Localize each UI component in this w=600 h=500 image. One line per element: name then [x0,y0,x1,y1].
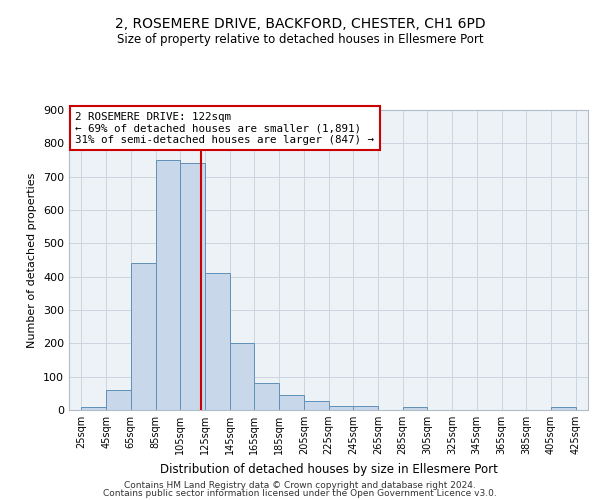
Bar [279,395,304,410]
Text: Contains HM Land Registry data © Crown copyright and database right 2024.: Contains HM Land Registry data © Crown c… [124,480,476,490]
Bar [551,408,575,410]
Y-axis label: Number of detached properties: Number of detached properties [28,172,37,348]
Bar [205,274,230,410]
Bar [82,406,106,410]
Bar [254,382,279,410]
X-axis label: Distribution of detached houses by size in Ellesmere Port: Distribution of detached houses by size … [160,462,497,475]
Bar [155,160,180,410]
Bar [304,400,329,410]
Text: Size of property relative to detached houses in Ellesmere Port: Size of property relative to detached ho… [116,32,484,46]
Bar [329,406,353,410]
Text: 2 ROSEMERE DRIVE: 122sqm
← 69% of detached houses are smaller (1,891)
31% of sem: 2 ROSEMERE DRIVE: 122sqm ← 69% of detach… [75,112,374,145]
Bar [403,408,427,410]
Bar [106,390,131,410]
Text: 2, ROSEMERE DRIVE, BACKFORD, CHESTER, CH1 6PD: 2, ROSEMERE DRIVE, BACKFORD, CHESTER, CH… [115,18,485,32]
Text: Contains public sector information licensed under the Open Government Licence v3: Contains public sector information licen… [103,489,497,498]
Bar [230,344,254,410]
Bar [131,264,155,410]
Bar [353,406,378,410]
Bar [180,164,205,410]
